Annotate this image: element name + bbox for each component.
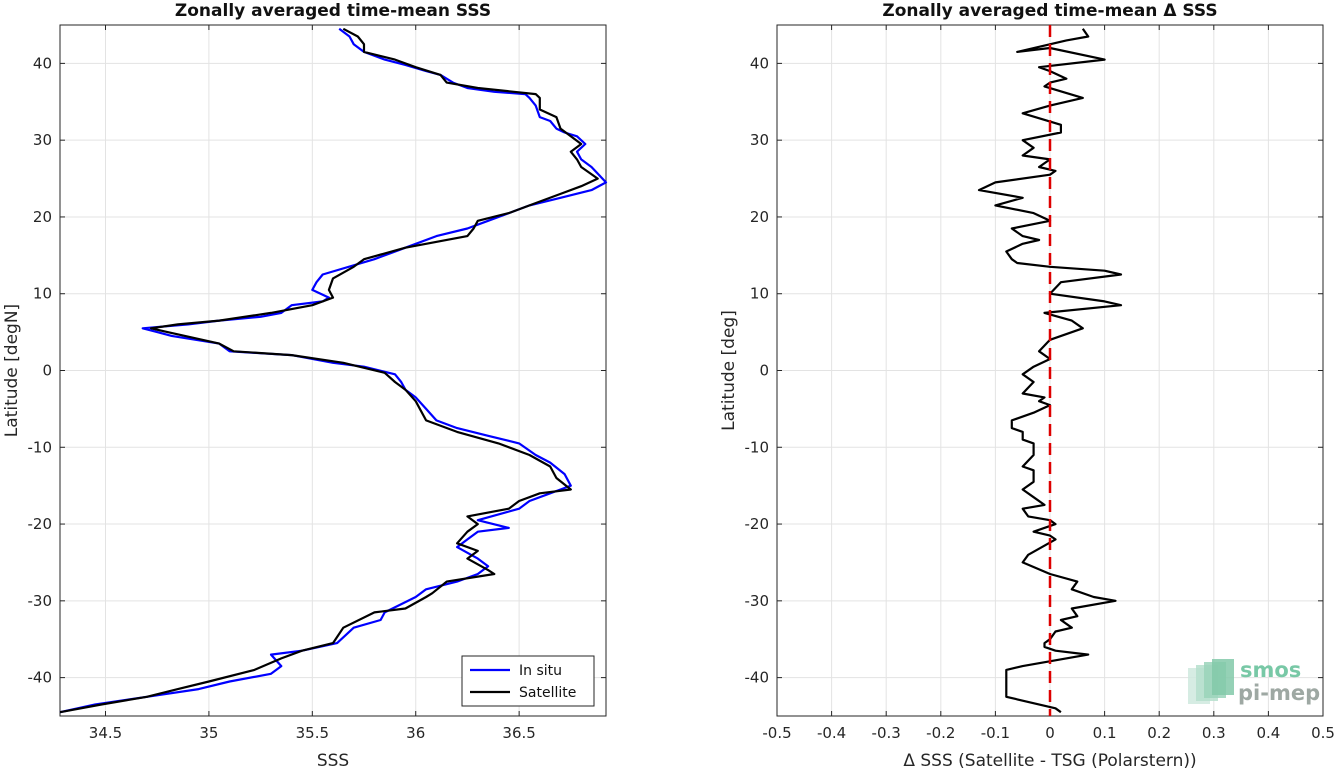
right-y-tick-label: 0 (759, 362, 769, 380)
left-y-tick-label: 40 (33, 54, 52, 72)
left-y-tick-label: -40 (28, 669, 53, 687)
legend: In situ Satellite (461, 655, 595, 707)
watermark-logo-block (1212, 659, 1234, 695)
right-x-tick-label: 0.5 (1311, 724, 1335, 742)
right-y-tick-label: -30 (745, 592, 770, 610)
left-series-satellite-line (59, 27, 599, 714)
left-y-tick-label: 20 (33, 208, 52, 226)
right-y-tick-label: 10 (750, 285, 769, 303)
left-x-tick-label: 35 (199, 724, 218, 742)
right-x-tick-label: -0.3 (872, 724, 901, 742)
right-x-tick-label: -0.4 (817, 724, 846, 742)
right-series-delta-sss-line (977, 28, 1123, 714)
right-chart-title: Zonally averaged time-mean Δ SSS (882, 1, 1217, 21)
left-y-tick-label: -20 (28, 515, 53, 533)
right-x-tick-label: -0.2 (926, 724, 955, 742)
right-x-tick-label: -0.5 (762, 724, 791, 742)
right-y-tick-label: -10 (745, 438, 770, 456)
left-y-tick-label: 30 (33, 131, 52, 149)
watermark-line1: smos (1240, 658, 1301, 682)
right-x-tick-label: 0.3 (1202, 724, 1226, 742)
left-x-tick-label: 34.5 (89, 724, 122, 742)
right-x-tick-label: 0 (1045, 724, 1055, 742)
right-y-tick-label: 20 (750, 208, 769, 226)
right-x-tick-label: 0.1 (1093, 724, 1117, 742)
left-chart-title: Zonally averaged time-mean SSS (175, 1, 491, 21)
left-x-tick-label: 35.5 (296, 724, 329, 742)
right-x-tick-label: -0.1 (981, 724, 1010, 742)
left-x-axis-label: SSS (317, 751, 349, 769)
left-x-tick-label: 36.5 (502, 724, 535, 742)
left-y-axis-label: Latitude [degN] (2, 304, 22, 437)
right-y-tick-label: 40 (750, 54, 769, 72)
right-y-tick-label: -40 (745, 669, 770, 687)
legend-label-in-situ: In situ (519, 663, 562, 679)
right-x-tick-label: 0.4 (1256, 724, 1280, 742)
right-y-axis-label: Latitude [deg] (719, 310, 739, 431)
left-y-tick-label: -10 (28, 438, 53, 456)
right-y-tick-label: -20 (745, 515, 770, 533)
left-y-tick-label: -30 (28, 592, 53, 610)
left-x-tick-label: 36 (406, 724, 425, 742)
watermark-line2: pi-mep (1238, 681, 1320, 705)
right-x-axis-label: Δ SSS (Satellite - TSG (Polarstern)) (903, 751, 1196, 769)
left-y-tick-label: 10 (33, 285, 52, 303)
right-plot-panel: -0.5 -0.4 -0.3 -0.2 -0.1 0 0.1 0.2 0.3 0.4 0.5 -40 -… (719, 1, 1335, 769)
right-y-tick-label: 30 (750, 131, 769, 149)
left-y-tick-label: 0 (42, 362, 52, 380)
legend-label-satellite: Satellite (519, 685, 576, 701)
legend-box (461, 655, 595, 707)
right-x-tick-label: 0.2 (1147, 724, 1171, 742)
left-plot-panel: 34.5 35 35.5 36 36.5 -40 -30 -20 -10 0 10 20 30 40 Zon… (2, 1, 608, 769)
